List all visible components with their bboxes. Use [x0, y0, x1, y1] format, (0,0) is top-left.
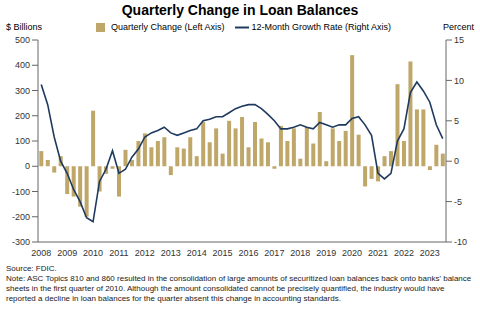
svg-text:200: 200 — [15, 111, 30, 121]
svg-text:2011: 2011 — [109, 248, 128, 258]
svg-text:-10: -10 — [454, 237, 467, 247]
svg-text:2008: 2008 — [31, 248, 51, 258]
svg-text:2014: 2014 — [187, 248, 207, 258]
html-text:Source: FDIC.: Source: FDIC. — [6, 264, 57, 273]
svg-text:0: 0 — [454, 156, 459, 166]
html-text:12-Month Growth Rate (Right Ax: 12-Month Growth Rate (Right Axis) — [251, 22, 392, 32]
svg-text:300: 300 — [15, 86, 30, 96]
svg-text:2010: 2010 — [83, 248, 103, 258]
svg-text:2019: 2019 — [316, 248, 336, 258]
svg-text:-100: -100 — [12, 187, 30, 197]
html-text:Percent: Percent — [443, 22, 474, 32]
svg-text:2020: 2020 — [342, 248, 362, 258]
svg-text:2016: 2016 — [238, 248, 258, 258]
svg-text:15: 15 — [454, 35, 464, 45]
svg-text:2017: 2017 — [264, 248, 284, 258]
svg-text:2012: 2012 — [135, 248, 155, 258]
svg-text:2021: 2021 — [368, 248, 388, 258]
svg-text:2013: 2013 — [161, 248, 181, 258]
html-text:Note: ASC Topics 810 and 860 r: Note: ASC Topics 810 and 860 resulted in… — [6, 274, 472, 303]
html-text:Quarterly Change in Loan Balan: Quarterly Change in Loan Balances — [121, 2, 359, 18]
svg-text:2009: 2009 — [57, 248, 77, 258]
svg-text:-200: -200 — [12, 212, 30, 222]
svg-text:-300: -300 — [12, 237, 30, 247]
html-text:Quarterly Change (Left Axis): Quarterly Change (Left Axis) — [110, 22, 225, 32]
svg-text:-5: -5 — [454, 197, 462, 207]
svg-text:2015: 2015 — [213, 248, 233, 258]
svg-text:500: 500 — [15, 35, 30, 45]
svg-text:5: 5 — [454, 116, 459, 126]
svg-text:2022: 2022 — [394, 248, 414, 258]
html-text:$ Billions: $ Billions — [6, 22, 42, 32]
svg-text:2018: 2018 — [290, 248, 310, 258]
svg-text:0: 0 — [25, 161, 30, 171]
svg-text:100: 100 — [15, 136, 30, 146]
svg-text:10: 10 — [454, 76, 464, 86]
svg-text:2023: 2023 — [420, 248, 440, 258]
svg-text:400: 400 — [15, 60, 30, 70]
